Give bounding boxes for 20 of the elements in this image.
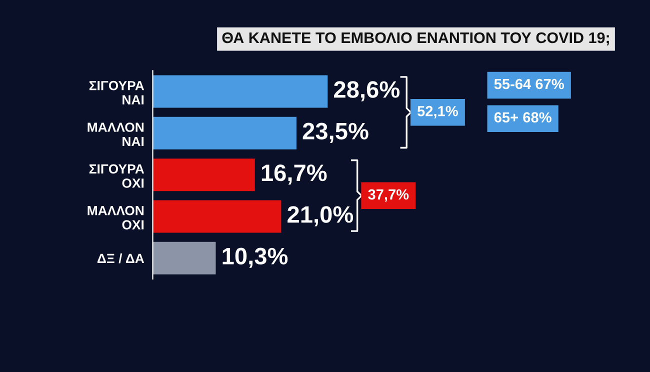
bar (152, 242, 216, 274)
bar (152, 200, 282, 233)
data-label: 10,3% (222, 248, 288, 268)
text: 55-64 67% (494, 78, 564, 90)
y-tick-label: ΜΑΛΛΟΝ ΝΑΙ (88, 122, 144, 146)
data-label: 28,6% (334, 81, 400, 102)
y-tick-label: ΣΙΓΟΥΡΑ ΝΑΙ (89, 80, 144, 104)
data-label: 21,0% (288, 206, 354, 226)
bar (152, 116, 296, 150)
text: 37,7% (368, 189, 409, 202)
data-label: 23,5% (302, 122, 368, 143)
y-tick-label: ΜΑΛΛΟΝ ΟΧΙ (88, 206, 144, 230)
data-label: 16,7% (262, 164, 327, 185)
text: 65+ 68% (494, 112, 552, 123)
text: ΘΑ ΚΑΝΕΤΕ ΤΟ ΕΜΒΟΛΙΟ ΕΝΑΝΤΙΟΝ ΤΟΥ COVID 19; (222, 32, 609, 46)
y-tick-label: ΣΙΓΟΥΡΑ ΟΧΙ (89, 164, 144, 188)
bar (152, 158, 255, 192)
bar (152, 75, 328, 108)
y-tick-label: ΔΞ / ΔΑ (97, 253, 144, 264)
text: 52,1% (417, 106, 458, 118)
